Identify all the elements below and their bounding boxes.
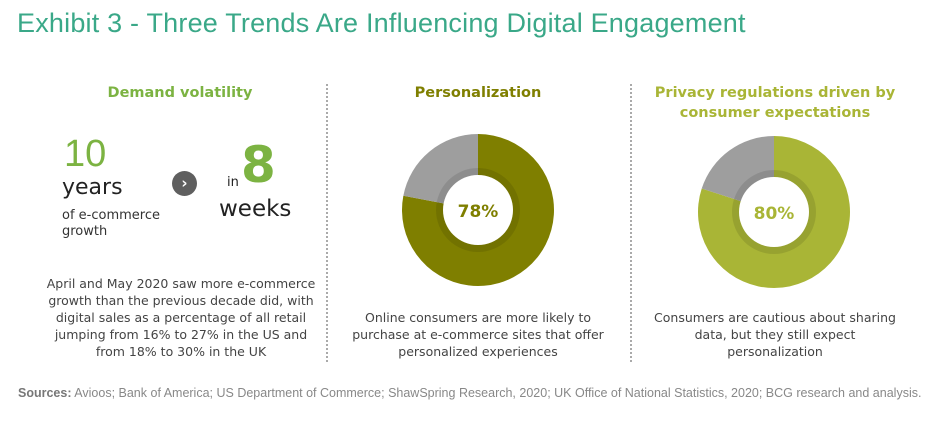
sources-label: Sources: [18, 386, 72, 400]
demand-volatility-heading: Demand volatility [107, 85, 253, 101]
privacy-description: Consumers are cautious about sharing dat… [654, 310, 896, 359]
donut-hole [443, 175, 513, 245]
personalization-percent: 78% [458, 202, 499, 222]
privacy-percent: 80% [754, 204, 795, 224]
weeks-label: weeks [219, 196, 292, 222]
donut-hole [739, 177, 809, 247]
years-number: 10 [64, 133, 107, 175]
privacy-heading: Privacy regulations driven by consumer e… [654, 85, 896, 121]
column-divider [630, 84, 632, 362]
weeks-number: 8 [241, 136, 276, 194]
years-sublabel: of e-commerce growth [62, 208, 160, 239]
exhibit-title: Exhibit 3 - Three Trends Are Influencing… [17, 8, 746, 38]
chevron-right-icon: › [172, 171, 197, 196]
personalization-heading: Personalization [414, 85, 542, 101]
personalization-description: Online consumers are more likely to purc… [352, 310, 604, 359]
in-label: in [227, 175, 239, 190]
sources-note: Sources: Avioos; Bank of America; US Dep… [18, 385, 928, 401]
sources-text: Avioos; Bank of America; US Department o… [71, 386, 922, 400]
years-label: years [62, 175, 123, 200]
demand-description: April and May 2020 saw more e-commerce g… [46, 276, 316, 359]
column-divider [326, 84, 328, 362]
privacy-donut: 80% [698, 136, 850, 288]
personalization-donut: 78% [402, 134, 554, 286]
